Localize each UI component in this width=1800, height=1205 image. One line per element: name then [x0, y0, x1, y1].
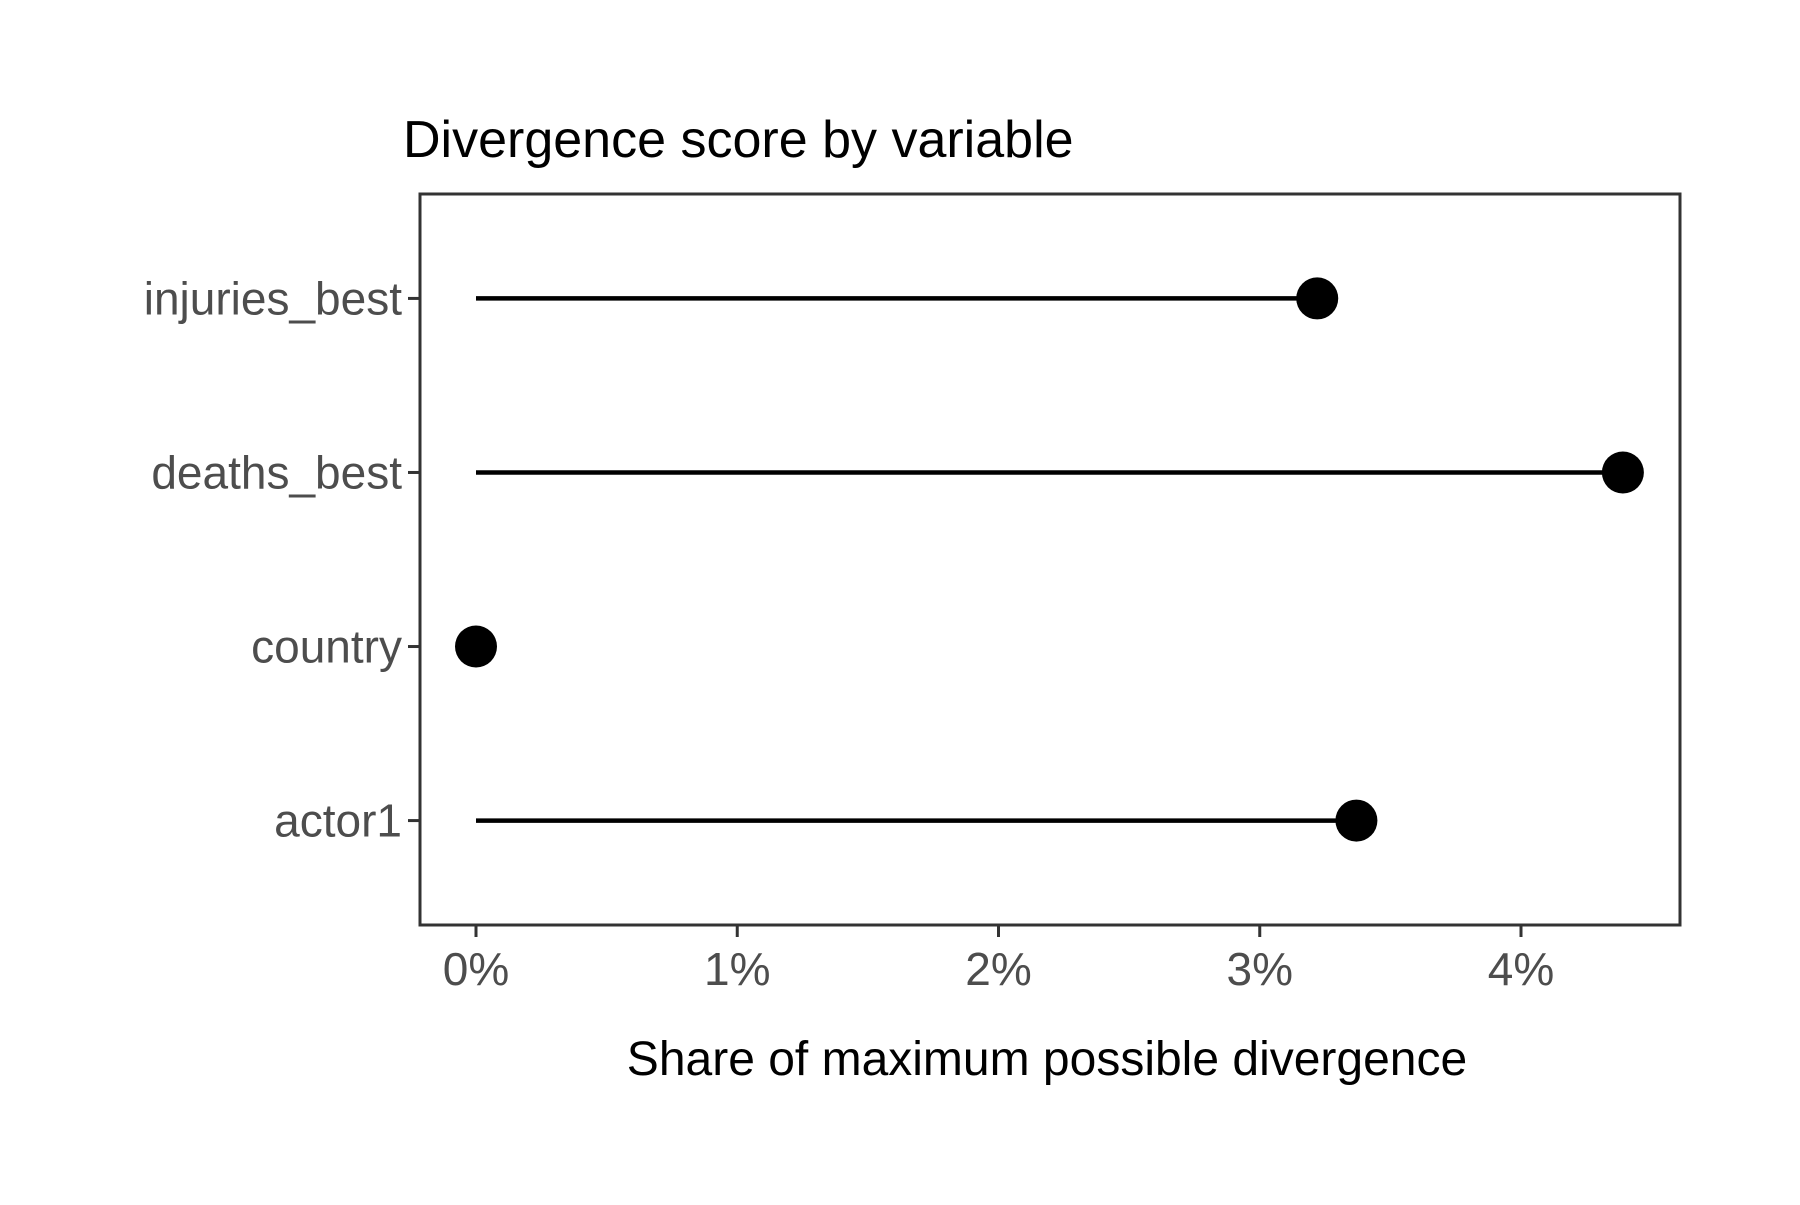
- lollipop-series: [455, 277, 1644, 842]
- x-tick-label: 4%: [1488, 943, 1554, 995]
- x-axis-title: Share of maximum possible divergence: [627, 1033, 1467, 1086]
- x-axis: 0% 1% 2% 3% 4%: [443, 925, 1554, 995]
- x-tick-label: 0%: [443, 943, 509, 995]
- y-tick-label: deaths_best: [151, 446, 402, 498]
- x-tick-label: 2%: [965, 943, 1031, 995]
- lollipop-point: [1601, 451, 1644, 494]
- y-tick-label: injuries_best: [144, 272, 402, 324]
- lollipop-point: [455, 625, 497, 668]
- y-tick-label: actor1: [274, 795, 402, 847]
- panel-border: [418, 192, 1682, 927]
- x-tick-label: 3%: [1227, 943, 1293, 995]
- y-tick-label: country: [251, 621, 402, 673]
- x-tick-label: 1%: [704, 943, 770, 995]
- lollipop-point: [1296, 277, 1339, 320]
- chart-title: Divergence score by variable: [403, 111, 1074, 169]
- lollipop-point: [1335, 799, 1378, 842]
